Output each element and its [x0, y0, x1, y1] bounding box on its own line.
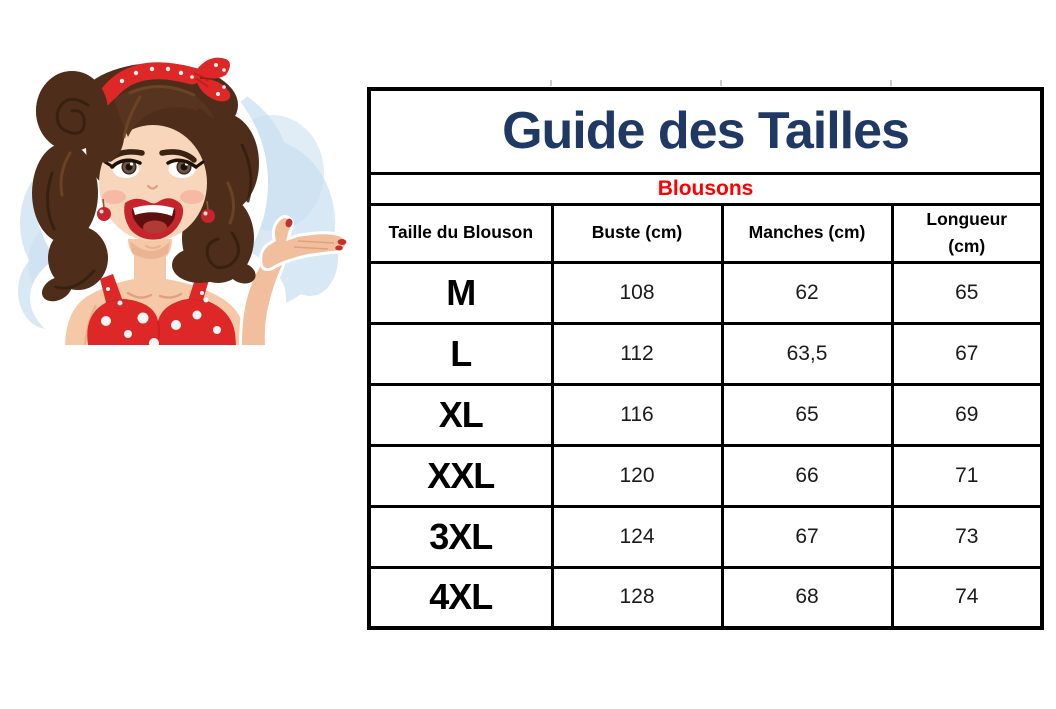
- thumb-nail: [285, 218, 293, 228]
- grid-tick: [720, 80, 722, 86]
- manches-cell: 67: [720, 504, 894, 569]
- nose: [146, 184, 159, 190]
- size-cell: XXL: [367, 443, 554, 508]
- polka-dots: [101, 287, 221, 345]
- presenting-arm: [239, 215, 349, 345]
- longueur-cell: 73: [890, 504, 1044, 569]
- table-row-xxl: XXL 120 66 71: [367, 443, 1044, 508]
- size-cell: XL: [367, 382, 554, 447]
- manches-cell: 66: [720, 443, 894, 508]
- table-row-4xl: 4XL 128 68 74: [367, 565, 1044, 630]
- mouth: [124, 198, 184, 240]
- longueur-cell: 71: [890, 443, 1044, 508]
- page-title: Guide des Tailles: [367, 87, 1044, 175]
- finger-nail: [335, 245, 343, 251]
- longueur-cell: 65: [890, 260, 1044, 325]
- hair-front: [36, 71, 253, 290]
- polka-dot-top: [87, 274, 236, 345]
- buste-cell: 124: [550, 504, 724, 569]
- manches-cell: 65: [720, 382, 894, 447]
- table-row-3xl: 3XL 124 67 73: [367, 504, 1044, 569]
- manches-cell: 62: [720, 260, 894, 325]
- col-header-longueur: Longueur (cm): [890, 202, 1044, 264]
- manches-cell: 63,5: [720, 321, 894, 386]
- finger-nail: [337, 239, 347, 245]
- col-header-manches: Manches (cm): [720, 202, 894, 264]
- buste-cell: 128: [550, 565, 724, 630]
- table-row-m: M 108 62 65: [367, 260, 1044, 325]
- pinup-girl-svg: [18, 53, 349, 345]
- blush-left: [102, 190, 126, 204]
- eyes: [103, 158, 205, 178]
- grid-tick: [890, 80, 892, 86]
- blush-right: [180, 190, 204, 204]
- grid-tick: [550, 80, 552, 86]
- category-label: Blousons: [367, 171, 1044, 206]
- longueur-cell: 74: [890, 565, 1044, 630]
- table-row-l: L 112 63,5 67: [367, 321, 1044, 386]
- size-guide-table: Guide des Tailles Blousons Taille du Blo…: [367, 87, 1045, 630]
- manches-cell: 68: [720, 565, 894, 630]
- table-row-xl: XL 116 65 69: [367, 382, 1044, 447]
- size-cell: 3XL: [367, 504, 554, 569]
- cherry-earrings: [97, 198, 215, 223]
- buste-cell: 112: [550, 321, 724, 386]
- size-cell: 4XL: [367, 565, 554, 630]
- longueur-cell: 69: [890, 382, 1044, 447]
- bandana-dots: [119, 63, 226, 96]
- col-header-buste: Buste (cm): [550, 202, 724, 264]
- size-cell: M: [367, 260, 554, 325]
- longueur-cell: 67: [890, 321, 1044, 386]
- chin-crease: [145, 245, 161, 249]
- face: [99, 125, 207, 249]
- pinup-girl-illustration: [10, 53, 350, 345]
- buste-cell: 120: [550, 443, 724, 508]
- bandana: [97, 57, 231, 106]
- buste-cell: 108: [550, 260, 724, 325]
- buste-cell: 116: [550, 382, 724, 447]
- col-header-taille: Taille du Blouson: [367, 202, 554, 264]
- size-cell: L: [367, 321, 554, 386]
- eyebrow-right: [159, 149, 197, 163]
